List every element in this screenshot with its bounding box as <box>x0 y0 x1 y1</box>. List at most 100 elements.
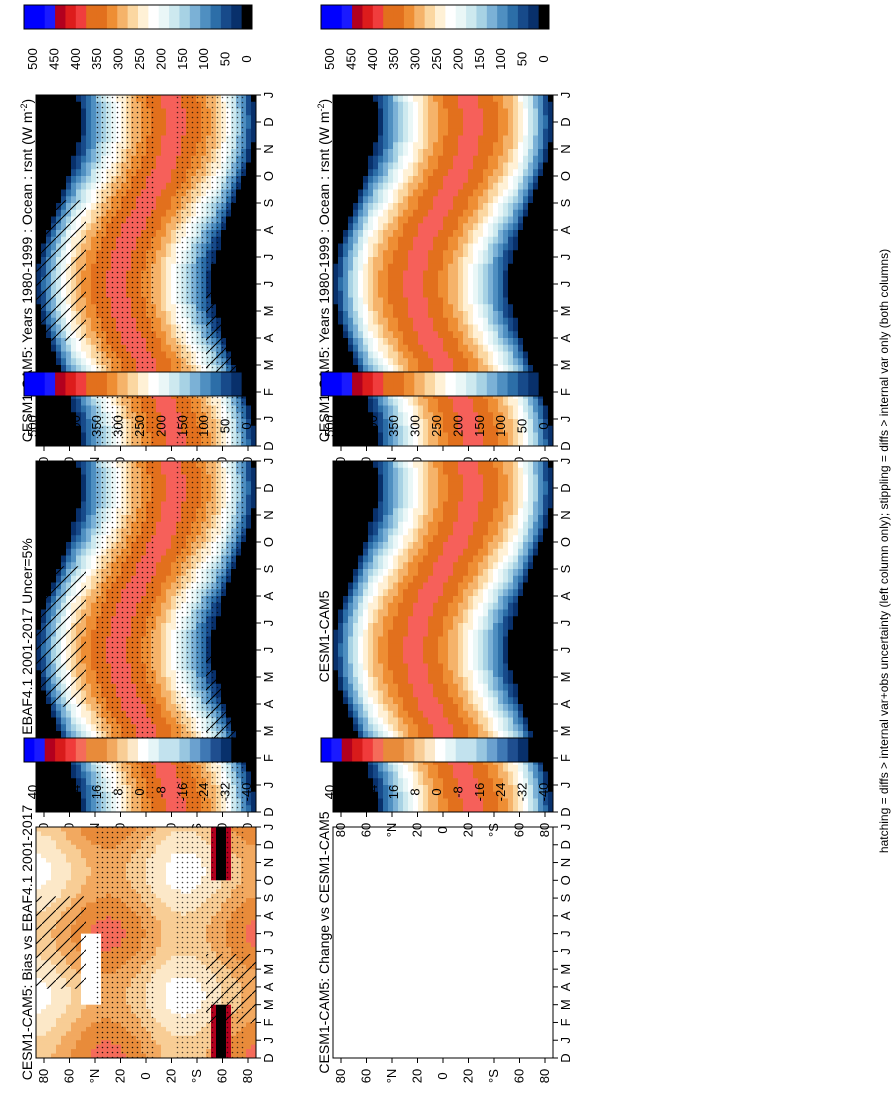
heatmap-cell <box>353 209 359 218</box>
heatmap-cell <box>503 230 509 238</box>
heatmap-cell <box>358 196 364 204</box>
heatmap-cell <box>358 101 364 110</box>
heatmap-cell <box>433 344 439 353</box>
heatmap-cell <box>161 263 167 272</box>
heatmap-cell <box>428 155 434 164</box>
heatmap-cell <box>393 182 399 191</box>
heatmap-cell <box>443 257 449 265</box>
heatmap-cell <box>383 135 389 143</box>
heatmap-cell <box>548 216 553 224</box>
heatmap-cell <box>393 351 399 359</box>
heatmap-cell <box>383 270 389 278</box>
heatmap-cell <box>368 439 374 446</box>
heatmap-cell <box>388 317 394 326</box>
heatmap-cell <box>363 209 369 218</box>
heatmap-cell <box>166 115 172 123</box>
heatmap-cell <box>468 216 474 224</box>
heatmap-cell <box>348 128 354 137</box>
heatmap-cell <box>368 149 374 157</box>
heatmap-cell <box>483 149 489 157</box>
heatmap-cell <box>388 250 394 258</box>
heatmap-cell <box>86 324 92 332</box>
heatmap-cell <box>56 405 62 413</box>
heatmap-cell <box>463 135 469 143</box>
heatmap-cell <box>41 515 47 523</box>
heatmap-cell <box>513 297 519 305</box>
heatmap-cell <box>458 115 464 123</box>
heatmap-cell <box>66 162 72 170</box>
heatmap-cell <box>61 135 67 143</box>
heatmap-cell <box>41 365 47 373</box>
heatmap-cell <box>453 230 459 238</box>
heatmap-cell <box>56 128 62 137</box>
heatmap-cell <box>246 115 252 123</box>
month-label: J <box>558 416 573 423</box>
heatmap-cell <box>348 149 354 157</box>
heatmap-cell <box>513 223 519 231</box>
heatmap-cell <box>493 405 499 413</box>
heatmap-cell <box>483 311 489 319</box>
heatmap-cell <box>61 432 67 440</box>
heatmap-cell <box>478 277 484 285</box>
heatmap-cell <box>443 432 449 440</box>
colorbar-swatch <box>528 5 540 29</box>
heatmap-cell <box>408 263 414 272</box>
heatmap-cell <box>353 263 359 272</box>
heatmap-cell <box>423 216 429 224</box>
heatmap-cell <box>383 250 389 258</box>
heatmap-cell <box>463 101 469 110</box>
colorbar-label: 300 <box>408 48 423 70</box>
heatmap-cell <box>91 344 97 353</box>
heatmap-cell <box>51 196 57 204</box>
heatmap-cell <box>483 95 489 103</box>
heatmap-cell <box>46 135 52 143</box>
heatmap-cell <box>493 182 499 191</box>
heatmap-cell <box>171 149 177 157</box>
heatmap-cell <box>503 432 509 440</box>
heatmap-cell <box>533 405 539 413</box>
heatmap-cell <box>348 412 354 420</box>
heatmap-cell <box>503 338 509 346</box>
heatmap-cell <box>358 432 364 440</box>
heatmap-cell <box>413 311 419 319</box>
heatmap-cell <box>478 297 484 305</box>
heatmap-cell <box>353 203 359 211</box>
colorbar-label: 100 <box>196 48 211 70</box>
heatmap-cell <box>463 277 469 285</box>
heatmap-cell <box>423 277 429 285</box>
month-label: J <box>558 92 573 99</box>
heatmap-cell <box>166 149 172 157</box>
heatmap-cell <box>333 405 339 413</box>
heatmap-cell <box>518 108 524 116</box>
heatmap-cell <box>353 236 359 245</box>
heatmap-cell <box>533 358 539 366</box>
heatmap-cell <box>251 196 256 204</box>
colorbar-label: 100 <box>493 48 508 70</box>
heatmap-cell <box>388 142 394 150</box>
heatmap-cell <box>483 365 489 373</box>
heatmap-cell <box>36 542 42 550</box>
heatmap-cell <box>538 162 544 170</box>
heatmap-cell <box>156 338 162 346</box>
heatmap-cell <box>368 122 374 130</box>
heatmap-cell <box>383 122 389 130</box>
heatmap-cell <box>353 162 359 170</box>
heatmap-cell <box>423 270 429 278</box>
heatmap-cell <box>513 216 519 224</box>
heatmap-cell <box>413 439 419 446</box>
heatmap-cell <box>438 203 444 211</box>
heatmap-cell <box>428 412 434 420</box>
heatmap-cell <box>56 155 62 164</box>
heatmap-cell <box>533 196 539 204</box>
heatmap-cell <box>393 304 399 312</box>
heatmap-cell <box>408 324 414 332</box>
heatmap-cell <box>538 128 544 137</box>
heatmap-cell <box>388 277 394 285</box>
heatmap-cell <box>423 236 429 245</box>
heatmap-cell <box>493 142 499 150</box>
heatmap-cell <box>488 135 494 143</box>
heatmap-cell <box>373 331 379 339</box>
heatmap-cell <box>333 95 339 103</box>
heatmap-cell <box>388 419 394 427</box>
heatmap-cell <box>353 439 359 446</box>
